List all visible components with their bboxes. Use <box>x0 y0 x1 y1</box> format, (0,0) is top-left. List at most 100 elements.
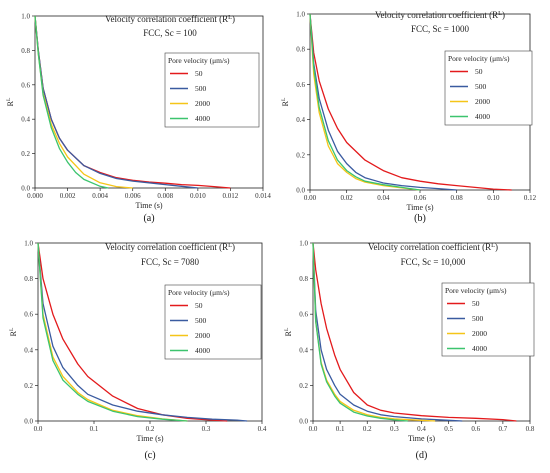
x-tick-label: 0.12 <box>524 194 537 202</box>
y-tick-label: 0.0 <box>299 418 308 426</box>
x-tick-label: 0.10 <box>487 194 500 202</box>
y-tick-label: 0.2 <box>299 382 308 390</box>
series-line-50 <box>37 242 228 422</box>
chart-title: Velocity correlation coefficient (RL) <box>105 14 235 25</box>
panel-label: (b) <box>414 213 426 224</box>
chart-panel-a: 0.000 0.002 0.004 0.006 0.008 0.010 0.012 0.014… <box>6 13 271 225</box>
chart-subtitle: FCC, Sc = 7080 <box>141 257 200 267</box>
panel-label: (a) <box>143 213 154 224</box>
y-axis-label: RL <box>6 97 15 106</box>
legend: Pore velocity (μm/s) 50 500 2000 4000 <box>441 282 535 357</box>
legend-entry-label: 500 <box>195 84 207 93</box>
y-axis-label-sup: L <box>6 97 12 101</box>
x-tick-label: 0.08 <box>451 194 464 202</box>
x-tick-label: 0.00 <box>304 194 317 202</box>
y-tick-label: 0.0 <box>296 187 305 195</box>
x-tick-label: 0.004 <box>92 192 108 200</box>
legend-entry-label: 4000 <box>195 114 210 123</box>
x-tick-label: 0.02 <box>341 194 354 202</box>
chart-panel-b: 0.00 0.02 0.04 0.06 0.08 0.10 0.12 0.0 0.2 0.4 0.6… <box>281 10 537 225</box>
legend-box <box>164 52 260 128</box>
y-tick-label: 1.0 <box>24 240 33 248</box>
chart-title-sup: L <box>228 242 232 249</box>
legend-entry-label: 2000 <box>472 329 487 338</box>
legend-entry-label: 500 <box>472 314 484 323</box>
x-tick-label: 0.1 <box>336 425 345 433</box>
chart-title-sup: L <box>491 242 495 249</box>
y-tick-label: 0.2 <box>296 151 305 159</box>
y-tick-label: 0.8 <box>24 275 33 283</box>
series-line-4000 <box>309 13 421 191</box>
legend-entry-label: 4000 <box>475 112 490 121</box>
series-line-2000 <box>309 13 421 191</box>
x-tick-label: 0.002 <box>60 192 76 200</box>
y-tick-label: 0.4 <box>21 116 30 124</box>
x-tick-label: 0.7 <box>499 425 508 433</box>
x-tick-label: 0.000 <box>27 192 43 200</box>
x-axis-label: Time (s) <box>408 434 435 443</box>
chart-title-close: ) <box>502 10 505 20</box>
y-tick-label: 0.6 <box>21 81 30 89</box>
x-axis-label: Time (s) <box>135 201 162 210</box>
x-tick-label: 0.006 <box>125 192 141 200</box>
y-tick-label: 0.6 <box>296 81 305 89</box>
series-line-500 <box>34 15 198 189</box>
y-tick-label: 0.8 <box>296 46 305 54</box>
chart-title: Velocity correlation coefficient (RL) <box>105 242 235 253</box>
series-line-2000 <box>34 15 133 189</box>
y-tick-label: 0.2 <box>24 382 33 390</box>
series-line-4000 <box>34 15 109 189</box>
legend-entry-label: 50 <box>195 301 203 310</box>
series-line-4000 <box>37 242 188 422</box>
y-axis-label-sup: L <box>284 327 290 331</box>
y-tick-label: 0.0 <box>21 185 30 193</box>
chart-subtitle: FCC, Sc = 100 <box>143 28 197 38</box>
chart-title: Velocity correlation coefficient (RL) <box>375 10 505 21</box>
legend-box <box>164 284 262 360</box>
y-axis-label-sup: L <box>281 97 287 101</box>
y-tick-label: 0.6 <box>24 311 33 319</box>
x-tick-label: 0.014 <box>255 192 271 200</box>
y-tick-label: 0.8 <box>21 47 30 55</box>
panel-label: (d) <box>416 450 428 461</box>
legend-title: Pore velocity (μm/s) <box>445 286 507 295</box>
x-tick-label: 0.012 <box>223 192 239 200</box>
x-tick-label: 0.2 <box>146 425 155 433</box>
chart-panel-c: 0.0 0.1 0.2 0.3 0.4 0.0 0.2 0.4 0.6 0.8 1.0 Time (s… <box>9 240 267 462</box>
legend-title: Pore velocity (μm/s) <box>168 56 230 65</box>
x-tick-label: 0.8 <box>526 425 535 433</box>
chart-title-close: ) <box>495 242 498 252</box>
chart-title-sup: L <box>228 14 232 21</box>
chart-title-close: ) <box>232 14 235 24</box>
y-tick-label: 0.4 <box>296 116 305 124</box>
legend-entry-label: 50 <box>195 69 203 78</box>
legend-title: Pore velocity (μm/s) <box>168 288 230 297</box>
y-tick-label: 1.0 <box>296 11 305 19</box>
legend-entry-label: 500 <box>195 316 207 325</box>
series-line-50 <box>312 242 517 422</box>
legend-entry-label: 50 <box>472 299 480 308</box>
x-tick-label: 0.4 <box>417 425 426 433</box>
y-tick-label: 0.6 <box>299 311 308 319</box>
y-tick-label: 0.4 <box>24 346 33 354</box>
x-tick-label: 0.4 <box>258 425 267 433</box>
y-tick-label: 1.0 <box>299 240 308 248</box>
legend: Pore velocity (μm/s) 50 500 2000 4000 <box>444 50 533 126</box>
x-tick-label: 0.010 <box>190 192 206 200</box>
legend-entry-label: 2000 <box>475 97 490 106</box>
legend-entry-label: 2000 <box>195 331 210 340</box>
y-tick-label: 0.8 <box>299 275 308 283</box>
legend: Pore velocity (μm/s) 50 500 2000 4000 <box>164 284 262 360</box>
x-tick-label: 0.3 <box>202 425 211 433</box>
chart-panel-d: 0.0 0.1 0.2 0.3 0.4 0.5 0.6 0.7 0.8 0.0 0.2 0.4 0.6 0… <box>284 240 535 462</box>
y-tick-label: 0.2 <box>21 150 30 158</box>
series-line-50 <box>309 13 512 191</box>
chart-title-close: ) <box>232 242 235 252</box>
y-axis-label: RL <box>9 327 18 336</box>
series-line-500 <box>37 242 248 422</box>
legend: Pore velocity (μm/s) 50 500 2000 4000 <box>164 52 260 128</box>
x-tick-label: 0.0 <box>34 425 43 433</box>
series-line-500 <box>312 242 463 422</box>
x-tick-label: 0.1 <box>90 425 99 433</box>
